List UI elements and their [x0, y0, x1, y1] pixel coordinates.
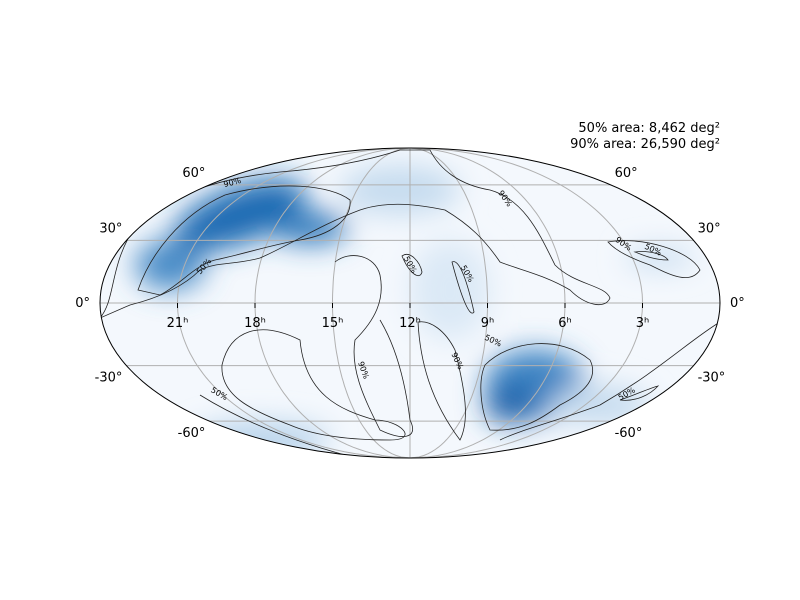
- lat-label: 30°: [698, 221, 721, 236]
- ra-label: 21ʰ: [167, 316, 189, 331]
- ra-label: 18ʰ: [244, 316, 266, 331]
- area-90-label: 90% area: 26,590 deg²: [570, 137, 720, 152]
- ra-label: 12ʰ: [399, 316, 421, 331]
- contour-50: [401, 254, 423, 276]
- contour-90: [100, 149, 611, 319]
- lat-label: 0°: [75, 296, 90, 311]
- ra-label: 15ʰ: [322, 316, 344, 331]
- area-50-label: 50% area: 8,462 deg²: [578, 121, 720, 136]
- contour-50: [199, 394, 346, 456]
- ra-label: 6ʰ: [558, 316, 572, 331]
- lat-label: -30°: [698, 371, 726, 386]
- contour-50: [633, 251, 669, 261]
- contour-90: [499, 321, 720, 441]
- ra-label: 9ʰ: [481, 316, 495, 331]
- lat-label: 60°: [182, 166, 205, 181]
- contour-50: [619, 385, 660, 401]
- contour-50: [137, 185, 351, 296]
- contour-90: [221, 329, 406, 441]
- lat-label: 60°: [615, 166, 638, 181]
- lat-label: -60°: [615, 426, 643, 441]
- contour-50: [451, 261, 475, 314]
- contour-90: [607, 240, 701, 279]
- ra-label: 3ʰ: [636, 316, 650, 331]
- lat-label: 0°: [730, 296, 745, 311]
- lat-label: -30°: [95, 371, 123, 386]
- lat-label: -60°: [178, 426, 206, 441]
- contour-90: [334, 255, 466, 441]
- map-frame: [99, 147, 721, 459]
- lat-label: 30°: [99, 221, 122, 236]
- contour-50: [480, 343, 593, 431]
